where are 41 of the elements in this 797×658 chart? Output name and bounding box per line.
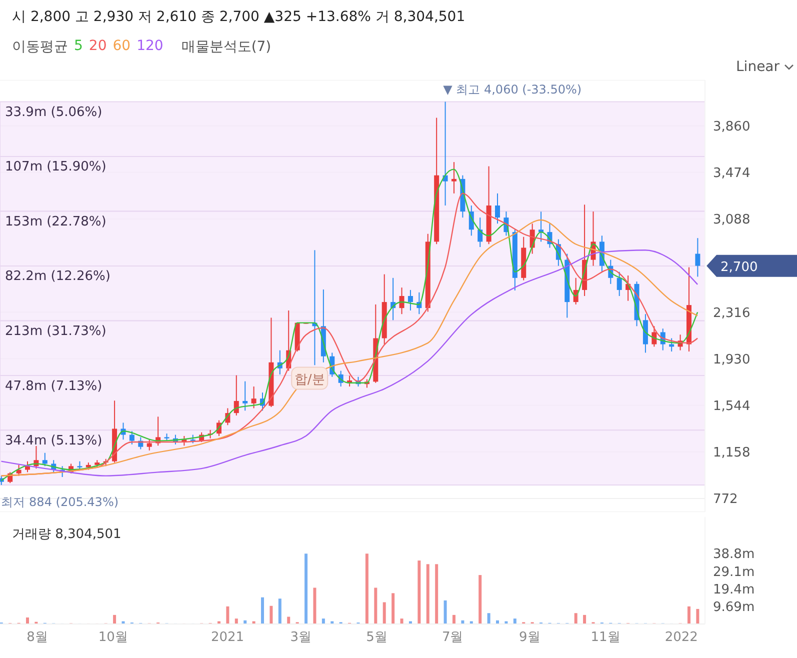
x-tick-label: 2021 — [210, 630, 244, 646]
text: 120 — [136, 38, 164, 56]
text: 60 — [112, 38, 131, 56]
chart-title: 시 2,800 고 2,930 저 2,610 종 2,700 ▲325 +13.68% 거 8,304,501 — [12, 8, 466, 26]
annotation: 2,700 — [720, 260, 758, 275]
x-tick-label: 10월 — [98, 630, 128, 646]
x-tick-label: 11월 — [590, 630, 620, 646]
y-tick-label: 19.4m — [713, 582, 755, 598]
y-tick-label: 38.8m — [713, 547, 755, 562]
y-tick-label: 3,860 — [713, 119, 750, 134]
text: 거래량 8,304,501 — [12, 526, 122, 543]
annotation: 합/분 — [294, 372, 325, 388]
band-label: 153m (22.78%) — [5, 214, 106, 230]
y-tick-label: 9.69m — [713, 600, 755, 616]
y-tick-label: 3,474 — [713, 166, 750, 182]
text: 매물분석도(7) — [181, 38, 272, 56]
x-tick-label: 7월 — [442, 630, 464, 646]
annotation: 최저 884 (205.43%) — [1, 494, 119, 509]
band-label: 213m (31.73%) — [5, 324, 106, 339]
band-label: 82.2m (12.26%) — [5, 269, 110, 284]
x-tick-label: 8월 — [26, 630, 48, 646]
y-tick-label: 3,088 — [713, 212, 750, 228]
y-tick-label: 772 — [713, 492, 738, 508]
band-label: 47.8m (7.13%) — [5, 378, 102, 394]
band-label: 33.9m (5.06%) — [5, 104, 102, 120]
y-tick-label: 1,544 — [713, 398, 750, 414]
y-tick-label: 29.1m — [713, 564, 755, 580]
x-tick-label: 2022 — [664, 630, 698, 646]
y-tick-label: 1,930 — [713, 352, 750, 368]
text: Linear — [736, 59, 780, 75]
text: 20 — [88, 38, 107, 56]
band-label: 34.4m (5.13%) — [5, 433, 102, 448]
x-tick-label: 3월 — [290, 630, 312, 646]
x-tick-label: 9월 — [519, 630, 540, 646]
y-tick-label: 1,158 — [713, 446, 750, 461]
text: 5 — [74, 38, 83, 56]
annotation: ▼ 최고 4,060 (-33.50%) — [443, 82, 582, 97]
y-tick-label: 2,316 — [713, 306, 750, 321]
legend-title: 이동평균 — [12, 38, 68, 56]
x-tick-label: 5월 — [366, 630, 388, 646]
band-label: 107m (15.90%) — [5, 160, 106, 175]
